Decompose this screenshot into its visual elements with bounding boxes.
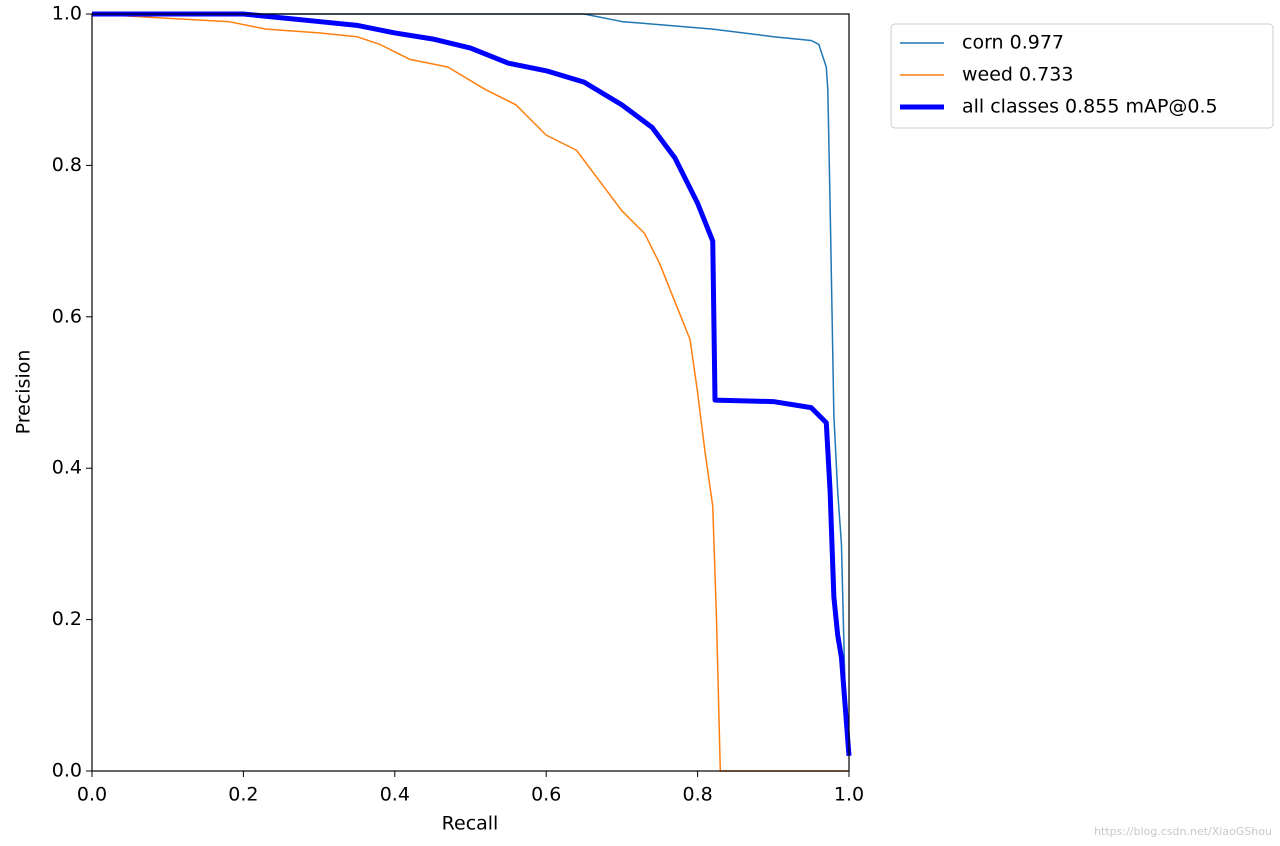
x-tick-label: 1.0 [834, 784, 864, 806]
plot-frame [91, 13, 850, 772]
y-axis-label: Precision [13, 350, 35, 435]
pr-curve [91, 13, 849, 772]
pr-curve [92, 13, 850, 756]
x-tick-label: 0.0 [77, 784, 107, 806]
y-tick-label: 0.6 [52, 305, 82, 327]
legend-label: corn 0.977 [962, 32, 1064, 54]
y-tick-label: 1.0 [52, 3, 82, 25]
y-tick-label: 0.0 [52, 760, 82, 782]
x-tick-label: 0.6 [531, 784, 561, 806]
legend-box [890, 23, 1274, 129]
x-tick-label: 0.8 [682, 784, 712, 806]
x-tick-label: 0.2 [228, 784, 258, 806]
x-axis-label: Recall [442, 813, 499, 835]
legend: corn 0.977 weed 0.733 all classes 0.855 mA… [890, 23, 1274, 129]
y-tick-label: 0.2 [52, 608, 82, 630]
legend-label: all classes 0.855 mAP@0.5 [962, 96, 1218, 118]
pr-curve [92, 11, 852, 757]
watermark: https://blog.csdn.net/XiaoGShou [1094, 825, 1272, 838]
legend-label: weed 0.733 [962, 64, 1073, 86]
y-tick-label: 0.4 [52, 457, 82, 479]
y-tick-label: 0.8 [52, 154, 82, 176]
x-tick-label: 0.4 [380, 784, 410, 806]
